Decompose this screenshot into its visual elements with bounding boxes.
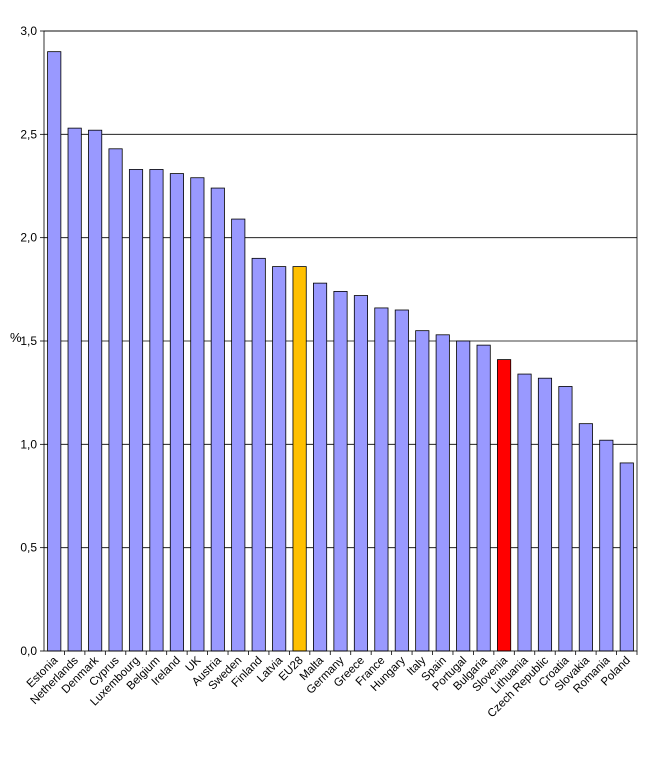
bar-bulgaria	[476, 344, 491, 652]
plot-area-border	[43, 30, 638, 652]
bar-slovenia	[497, 359, 512, 652]
bar-luxembourg	[128, 169, 144, 652]
y-tick-label: 2,0	[20, 231, 37, 245]
bar-italy	[415, 330, 430, 652]
bars	[47, 51, 634, 652]
bar-malta	[313, 282, 328, 652]
bar-uk	[190, 177, 205, 652]
axes	[43, 30, 638, 652]
y-tick-label: 1,5	[20, 334, 37, 348]
bar-lithuania	[517, 373, 532, 652]
bar-latvia	[272, 266, 287, 652]
y-tick-label: 3,0	[20, 24, 37, 38]
y-tick-label: 2,5	[20, 127, 37, 141]
bar-hungary	[394, 309, 409, 652]
x-tick-labels: EstoniaNetherlandsDenmarkCyprusLuxembour…	[25, 651, 638, 720]
y-tick-label: 1,0	[20, 437, 37, 451]
bar-poland	[619, 462, 634, 652]
y-tick-label: 0,0	[20, 644, 37, 658]
bar-netherlands	[67, 127, 82, 652]
bar-eu28	[292, 266, 307, 652]
bar-france	[374, 307, 389, 652]
bar-sweden	[231, 218, 246, 652]
y-axis-title: %	[10, 330, 22, 345]
bar-croatia	[558, 386, 573, 652]
bar-romania	[599, 439, 614, 652]
bar-estonia	[47, 51, 62, 652]
bar-germany	[333, 290, 348, 652]
y-tick-label: 0,5	[20, 541, 37, 555]
bar-belgium	[149, 169, 164, 652]
bar-denmark	[88, 129, 103, 652]
bar-spain	[435, 334, 450, 652]
bar-cyprus	[108, 148, 123, 652]
bar-czech-republic	[537, 377, 553, 652]
bar-austria	[210, 187, 225, 652]
bar-portugal	[456, 340, 471, 652]
bar-ireland	[169, 173, 184, 652]
bar-slovakia	[578, 423, 593, 652]
bar-greece	[353, 295, 368, 652]
y-tick-labels: 0,0 0,5 1,0 1,5 2,0 2,5 3,0	[20, 24, 37, 658]
bar-finland	[251, 257, 266, 652]
